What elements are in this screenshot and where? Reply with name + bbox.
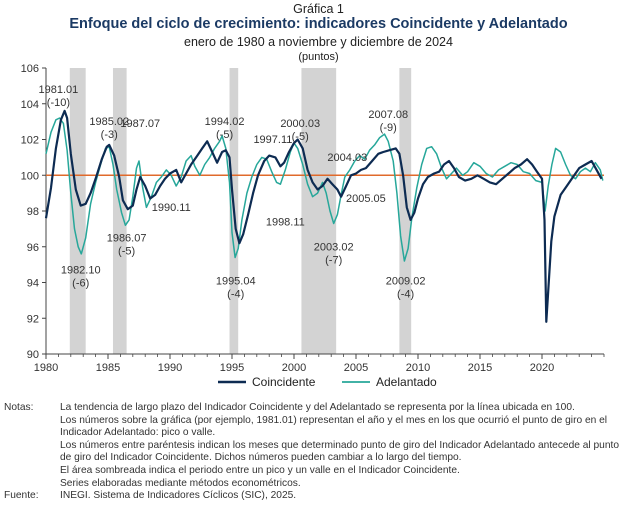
legend-label: Adelantado [376,375,437,389]
legend: Coincidente Adelantado [218,375,437,389]
note-line: El área sombreada indica el periodo entr… [60,464,460,476]
y-tick-label: 94 [27,278,39,290]
shaded-period [112,68,127,354]
annotation-label: 1990.11 [152,202,191,214]
annotation-label: 1995.04 (-4) [216,275,256,300]
chart-title: Enfoque del ciclo de crecimiento: indica… [69,16,568,32]
x-tick-label: 1990 [158,362,182,374]
annotation-label: 1985.02 (-3) [89,116,129,141]
note-line: La tendencia de largo plazo del Indicado… [60,402,575,413]
note-line: Series elaboradas mediante métodos econo… [60,477,301,489]
annotation-label: 2003.02 (-7) [314,241,354,266]
y-tick-label: 92 [27,313,39,325]
annotation-label: 2009.02 (-4) [386,275,426,300]
x-tick-label: 1985 [96,362,120,374]
x-tick-label: 2010 [406,362,430,374]
series-coincidente [44,109,603,323]
x-tick-label: 1995 [220,362,244,374]
y-tick-label: 104 [21,99,39,111]
notes-block: Notas: La tendencia de largo plazo del I… [4,402,632,503]
figure-number: Gráfica 1 [293,2,344,16]
annotation-label: 1994.02 (-5) [205,116,245,141]
notes-body: La tendencia de largo plazo del Indicado… [60,402,632,490]
chart-subtitle: enero de 1980 a noviembre y diciembre de… [184,35,453,49]
y-tick-label: 100 [21,170,39,182]
x-tick-label: 2015 [468,362,492,374]
y-tick-label: 90 [27,349,39,361]
annotation-label: 2007.08 (-9) [368,109,408,134]
annotation-label: 1997.11 [253,134,292,146]
x-tick-label: 1980 [34,362,58,374]
annotation-label: 2004.03 [327,152,367,164]
y-tick-label: 102 [21,135,39,147]
y-tick-label: 96 [27,242,39,254]
annotation-label: 1986.07 (-5) [107,232,147,257]
shaded-period [399,68,412,354]
x-tick-label: 2005 [344,362,368,374]
axes: 90 92 94 96 98 100 102 104 106 1980 1985 1990 1995 20… [21,63,605,374]
series-adelantado [45,117,604,262]
line-chart: 90 92 94 96 98 100 102 104 106 1980 1985 1990 1995 20… [21,63,605,389]
y-tick-label: 98 [27,206,39,218]
annotation-label: 2005.05 [346,193,386,205]
annotation-label: 1998.11 [266,216,305,228]
shaded-period [301,68,337,354]
source-text: INEGI. Sistema de Indicadores Cíclicos (… [60,490,297,502]
note-line: Los números sobre la gráfica (por ejempl… [60,414,608,439]
x-tick-label: 2020 [530,362,554,374]
notes-label: Notas: [4,402,34,413]
annotation-label: 1982.10 (-6) [61,265,101,290]
annotation-label: 1981.01 (-10) [39,84,79,109]
source-label: Fuente: [4,490,39,502]
legend-label: Coincidente [252,375,316,389]
x-tick-label: 2000 [282,362,306,374]
annotation-label: 2000.03 (-5) [280,118,320,143]
y-tick-label: 106 [21,63,39,75]
turning-point-annotations: 1981.01 (-10) 1985.02 (-3)1987.07 1982.10 (-6… [39,84,426,300]
note-line: Los números entre paréntesis indican los… [60,439,619,464]
annotation-label: 1987.07 [120,118,160,130]
shaded-period [69,68,86,354]
series-lines [44,109,604,323]
chart-units: (puntos) [298,51,339,63]
